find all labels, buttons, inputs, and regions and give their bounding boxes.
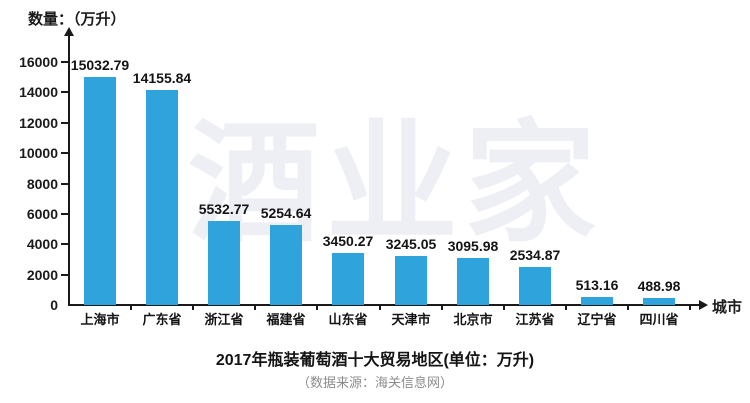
x-category-label: 天津市 <box>391 312 431 327</box>
bar-value-label: 14155.84 <box>132 70 192 86</box>
bar-江苏省 <box>519 267 551 305</box>
x-category-label: 北京市 <box>453 312 493 327</box>
x-category-label: 山东省 <box>328 312 368 327</box>
y-tick-mark <box>61 121 68 124</box>
y-axis-arrow-icon <box>64 27 74 36</box>
bar-value-label: 488.98 <box>637 278 681 294</box>
bar-value-label: 5254.64 <box>260 205 312 221</box>
y-tick-mark <box>61 182 68 185</box>
bar-四川省 <box>643 298 675 305</box>
x-tick-mark <box>130 305 133 310</box>
x-tick-mark <box>502 305 505 310</box>
x-tick-mark <box>192 305 195 310</box>
chart-source: （数据来源：海关信息网） <box>296 375 453 390</box>
watermark-text: 酒业家 <box>188 110 602 257</box>
y-axis-label: 数量：（万升） <box>28 11 126 28</box>
x-tick-mark <box>316 305 319 310</box>
y-tick-label: 0 <box>50 297 58 313</box>
x-tick-mark <box>564 305 567 310</box>
x-category-label: 江苏省 <box>515 312 555 327</box>
y-tick-mark <box>61 273 68 276</box>
x-axis-line <box>68 304 700 306</box>
bar-福建省 <box>270 225 302 305</box>
y-tick-label: 6000 <box>26 205 58 222</box>
x-axis-arrow-icon <box>699 300 708 310</box>
y-tick-mark <box>61 152 68 155</box>
bar-value-label: 5532.77 <box>198 201 250 217</box>
y-tick-label: 2000 <box>26 266 58 283</box>
bar-value-label: 513.16 <box>575 277 619 293</box>
bar-山东省 <box>332 253 364 305</box>
y-tick-label: 12000 <box>19 114 58 131</box>
x-tick-mark <box>689 305 691 310</box>
y-tick-label: 16000 <box>19 54 58 70</box>
x-category-label: 上海市 <box>80 312 120 327</box>
bar-北京市 <box>457 258 489 305</box>
x-tick-mark <box>626 305 629 310</box>
y-tick-mark <box>61 61 68 63</box>
y-tick-mark <box>61 91 68 94</box>
x-category-label: 广东省 <box>142 312 182 327</box>
x-tick-mark <box>254 305 257 310</box>
x-category-label: 浙江省 <box>204 312 244 327</box>
y-tick-mark <box>61 243 68 246</box>
bar-天津市 <box>395 256 427 305</box>
x-tick-mark <box>378 305 381 310</box>
chart-title: 2017年瓶装葡萄酒十大贸易地区(单位：万升) <box>215 352 535 369</box>
y-axis-line <box>68 36 70 306</box>
y-tick-label: 14000 <box>19 84 58 101</box>
x-category-label: 四川省 <box>639 312 679 327</box>
bar-value-label: 3450.27 <box>322 233 374 249</box>
bar-value-label: 3095.98 <box>447 238 499 254</box>
bar-辽宁省 <box>581 297 613 305</box>
y-tick-label: 10000 <box>19 145 58 162</box>
bar-广东省 <box>146 90 178 305</box>
bar-value-label: 3245.05 <box>385 236 437 252</box>
bar-value-label: 15032.79 <box>70 57 130 73</box>
x-axis-label: 城市 <box>712 299 743 316</box>
y-tick-label: 4000 <box>26 236 58 253</box>
x-category-label: 辽宁省 <box>577 312 617 327</box>
x-tick-mark <box>440 305 443 310</box>
bar-浙江省 <box>208 221 240 305</box>
x-category-label: 福建省 <box>266 312 306 327</box>
bar-上海市 <box>84 77 116 305</box>
y-tick-label: 8000 <box>26 175 58 192</box>
y-tick-mark <box>61 212 68 215</box>
bar-value-label: 2534.87 <box>509 247 561 263</box>
